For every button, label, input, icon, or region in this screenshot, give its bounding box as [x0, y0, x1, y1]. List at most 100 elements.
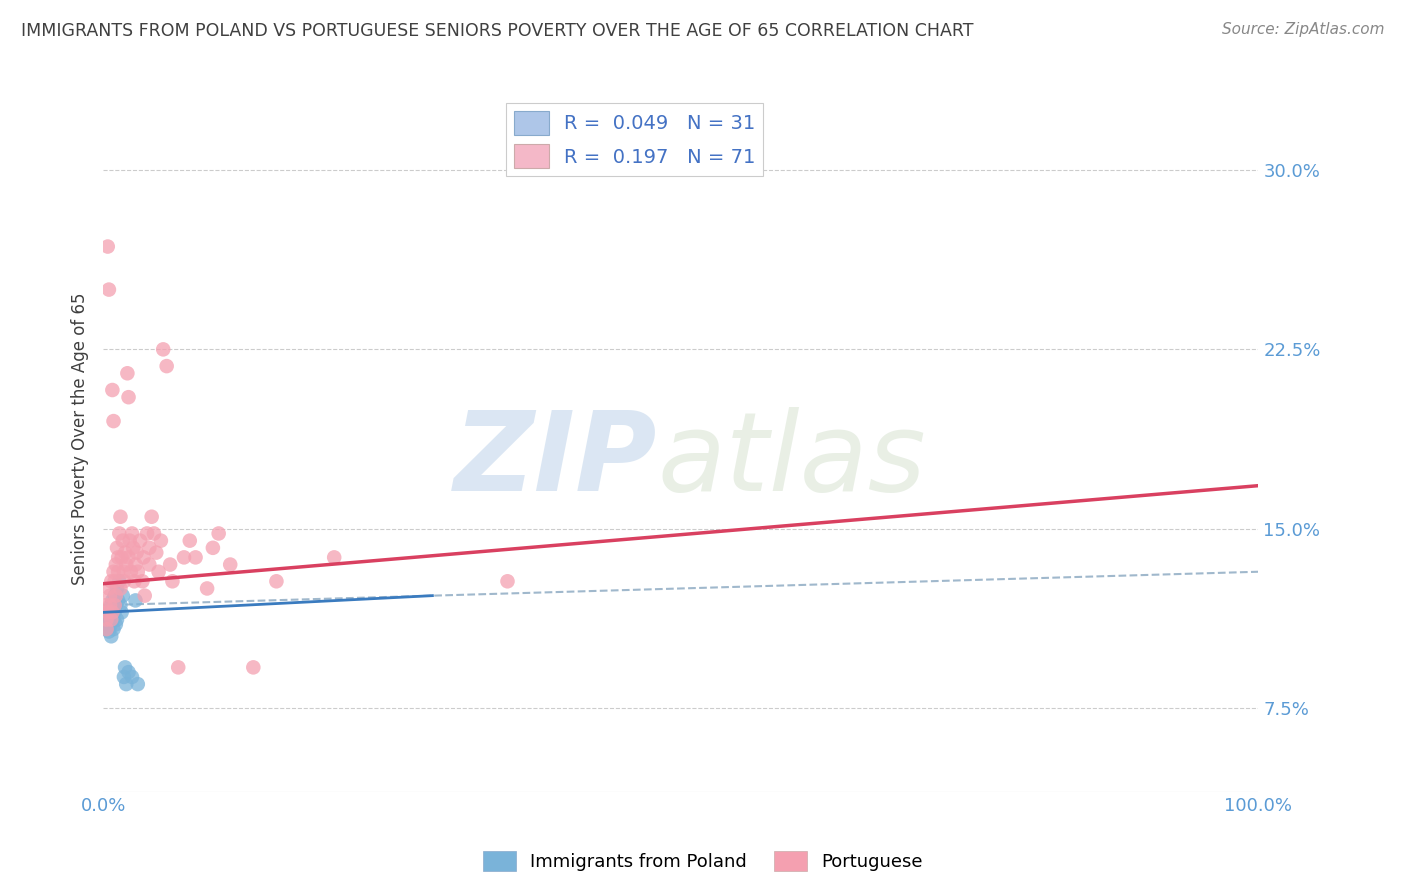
- Point: [110, 550, 132, 565]
- Point: [98, 589, 121, 603]
- Legend: Immigrants from Poland, Portuguese: Immigrants from Poland, Portuguese: [477, 844, 929, 879]
- Legend: R =  0.049   N = 31, R =  0.197   N = 71: R = 0.049 N = 31, R = 0.197 N = 71: [506, 103, 763, 176]
- Point: [138, 541, 160, 555]
- Point: [124, 574, 146, 589]
- Point: [136, 526, 159, 541]
- Point: [184, 550, 207, 565]
- Point: [134, 589, 156, 603]
- Point: [127, 677, 149, 691]
- Point: [179, 533, 201, 548]
- Point: [159, 558, 181, 572]
- Point: [100, 613, 122, 627]
- Point: [143, 526, 166, 541]
- Point: [104, 598, 127, 612]
- Point: [103, 613, 125, 627]
- Point: [118, 533, 141, 548]
- Point: [101, 603, 124, 617]
- Point: [104, 574, 127, 589]
- Point: [100, 629, 122, 643]
- Point: [101, 593, 124, 607]
- Point: [131, 574, 153, 589]
- Point: [97, 283, 120, 297]
- Point: [121, 670, 143, 684]
- Point: [111, 589, 134, 603]
- Point: [97, 582, 120, 596]
- Text: Source: ZipAtlas.com: Source: ZipAtlas.com: [1222, 22, 1385, 37]
- Point: [208, 526, 231, 541]
- Point: [266, 574, 288, 589]
- Point: [127, 565, 149, 579]
- Point: [117, 390, 139, 404]
- Point: [496, 574, 519, 589]
- Point: [108, 574, 131, 589]
- Point: [97, 617, 120, 632]
- Point: [323, 550, 346, 565]
- Point: [112, 574, 135, 589]
- Point: [201, 541, 224, 555]
- Point: [120, 565, 142, 579]
- Point: [110, 598, 132, 612]
- Point: [104, 606, 127, 620]
- Point: [103, 414, 125, 428]
- Point: [101, 606, 124, 620]
- Point: [104, 558, 127, 572]
- Y-axis label: Seniors Poverty Over the Age of 65: Seniors Poverty Over the Age of 65: [72, 293, 89, 585]
- Point: [132, 550, 155, 565]
- Point: [105, 613, 128, 627]
- Point: [105, 582, 128, 596]
- Point: [107, 593, 129, 607]
- Point: [104, 598, 127, 612]
- Point: [98, 610, 121, 624]
- Point: [96, 613, 118, 627]
- Point: [98, 620, 121, 634]
- Text: IMMIGRANTS FROM POLAND VS PORTUGUESE SENIORS POVERTY OVER THE AGE OF 65 CORRELAT: IMMIGRANTS FROM POLAND VS PORTUGUESE SEN…: [21, 22, 973, 40]
- Point: [145, 546, 167, 560]
- Point: [97, 239, 120, 253]
- Point: [117, 550, 139, 565]
- Point: [195, 582, 218, 596]
- Point: [112, 565, 135, 579]
- Point: [242, 660, 264, 674]
- Point: [117, 366, 139, 380]
- Point: [173, 550, 195, 565]
- Point: [94, 613, 117, 627]
- Point: [156, 359, 179, 373]
- Point: [104, 589, 127, 603]
- Point: [141, 509, 163, 524]
- Point: [129, 533, 152, 548]
- Point: [124, 593, 146, 607]
- Point: [101, 383, 124, 397]
- Point: [162, 574, 184, 589]
- Point: [111, 533, 134, 548]
- Point: [107, 565, 129, 579]
- Point: [97, 606, 120, 620]
- Point: [96, 622, 118, 636]
- Point: [149, 533, 172, 548]
- Point: [94, 598, 117, 612]
- Point: [117, 665, 139, 680]
- Point: [100, 598, 122, 612]
- Point: [152, 343, 174, 357]
- Text: ZIP: ZIP: [454, 407, 658, 514]
- Point: [115, 677, 138, 691]
- Point: [114, 546, 136, 560]
- Point: [219, 558, 242, 572]
- Point: [96, 622, 118, 636]
- Point: [110, 582, 132, 596]
- Point: [103, 565, 125, 579]
- Point: [114, 660, 136, 674]
- Point: [125, 546, 148, 560]
- Point: [138, 558, 160, 572]
- Point: [97, 606, 120, 620]
- Point: [167, 660, 190, 674]
- Point: [104, 589, 127, 603]
- Point: [122, 541, 145, 555]
- Point: [103, 622, 125, 636]
- Point: [100, 574, 122, 589]
- Point: [121, 526, 143, 541]
- Point: [112, 670, 135, 684]
- Point: [110, 509, 132, 524]
- Point: [104, 617, 127, 632]
- Point: [105, 541, 128, 555]
- Point: [97, 624, 120, 639]
